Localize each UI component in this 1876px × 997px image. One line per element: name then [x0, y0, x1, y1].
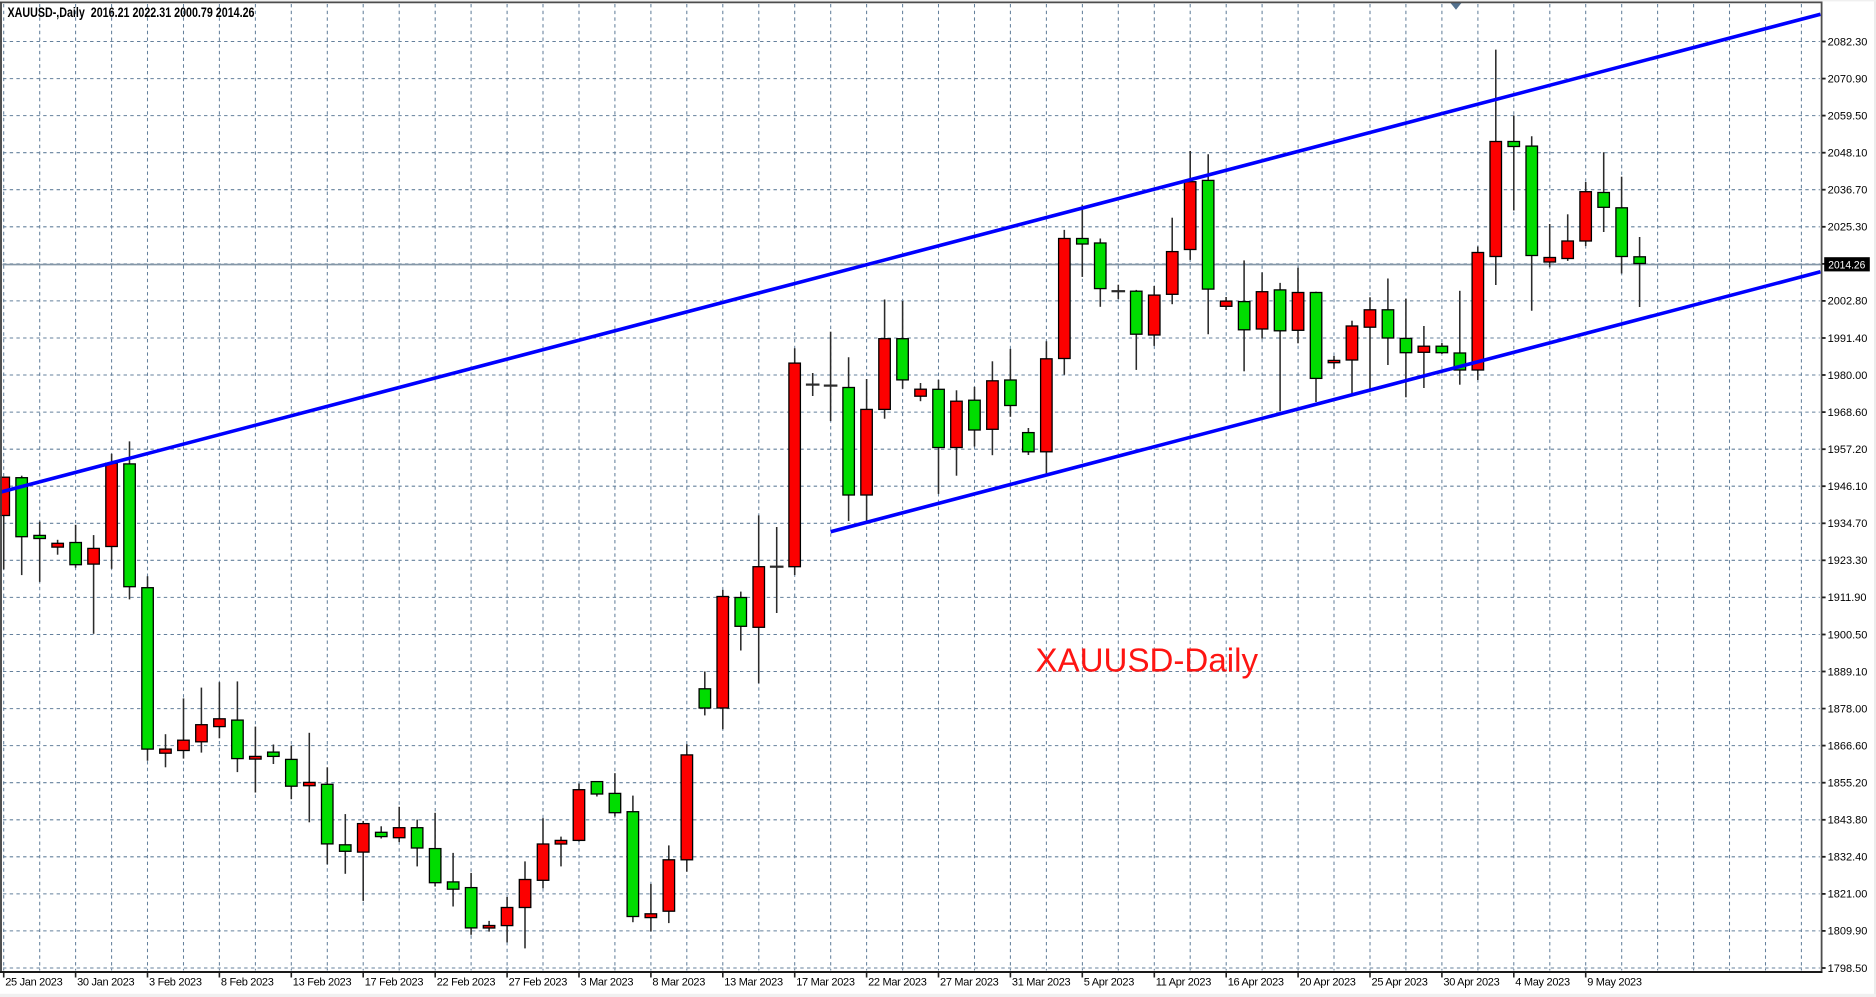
svg-text:2025.30: 2025.30	[1828, 222, 1868, 234]
svg-text:1957.20: 1957.20	[1828, 444, 1868, 456]
svg-text:17 Feb 2023: 17 Feb 2023	[365, 976, 424, 988]
svg-text:XAUUSD-,Daily 2016.21 2022.31: XAUUSD-,Daily 2016.21 2022.31 2000.79 20…	[8, 5, 255, 20]
svg-text:25 Jan 2023: 25 Jan 2023	[5, 976, 62, 988]
svg-text:1968.60: 1968.60	[1828, 407, 1868, 419]
svg-text:1911.90: 1911.90	[1828, 592, 1867, 604]
svg-text:2059.50: 2059.50	[1828, 110, 1868, 122]
svg-text:2002.80: 2002.80	[1828, 296, 1868, 308]
svg-text:27 Feb 2023: 27 Feb 2023	[509, 976, 568, 988]
svg-text:2048.10: 2048.10	[1828, 148, 1868, 160]
svg-text:1832.40: 1832.40	[1828, 852, 1868, 864]
svg-text:11 Apr 2023: 11 Apr 2023	[1156, 976, 1211, 988]
svg-text:1878.00: 1878.00	[1828, 703, 1868, 715]
svg-text:XAUUSD-Daily: XAUUSD-Daily	[1036, 643, 1259, 680]
svg-text:30 Apr 2023: 30 Apr 2023	[1443, 976, 1499, 988]
svg-text:2070.90: 2070.90	[1828, 73, 1868, 85]
svg-text:1855.20: 1855.20	[1828, 778, 1868, 790]
svg-text:1809.90: 1809.90	[1828, 926, 1868, 938]
svg-text:16 Apr 2023: 16 Apr 2023	[1228, 976, 1284, 988]
svg-text:22 Feb 2023: 22 Feb 2023	[437, 976, 496, 988]
svg-text:9 May 2023: 9 May 2023	[1587, 976, 1642, 988]
svg-text:3 Mar 2023: 3 Mar 2023	[581, 976, 634, 988]
svg-text:1934.70: 1934.70	[1828, 518, 1868, 530]
svg-text:1900.50: 1900.50	[1828, 629, 1868, 641]
svg-text:25 Apr 2023: 25 Apr 2023	[1372, 976, 1428, 988]
svg-text:22 Mar 2023: 22 Mar 2023	[868, 976, 927, 988]
svg-text:1821.00: 1821.00	[1828, 889, 1868, 901]
svg-text:1889.10: 1889.10	[1828, 666, 1868, 678]
svg-text:17 Mar 2023: 17 Mar 2023	[796, 976, 855, 988]
svg-text:31 Mar 2023: 31 Mar 2023	[1012, 976, 1071, 988]
svg-text:2082.30: 2082.30	[1828, 36, 1868, 48]
svg-text:1923.30: 1923.30	[1828, 555, 1868, 567]
svg-text:1991.40: 1991.40	[1828, 333, 1868, 345]
svg-text:1843.80: 1843.80	[1828, 815, 1868, 827]
svg-text:1798.50: 1798.50	[1828, 963, 1868, 975]
svg-text:5 Apr 2023: 5 Apr 2023	[1084, 976, 1134, 988]
svg-text:1866.60: 1866.60	[1828, 740, 1868, 752]
svg-text:13 Mar 2023: 13 Mar 2023	[724, 976, 783, 988]
svg-text:2036.70: 2036.70	[1828, 185, 1868, 197]
svg-text:8 Feb 2023: 8 Feb 2023	[221, 976, 274, 988]
svg-text:20 Apr 2023: 20 Apr 2023	[1300, 976, 1356, 988]
svg-text:4 May 2023: 4 May 2023	[1515, 976, 1570, 988]
svg-text:1980.00: 1980.00	[1828, 370, 1868, 382]
svg-text:2014.26: 2014.26	[1828, 259, 1865, 271]
svg-text:30 Jan 2023: 30 Jan 2023	[77, 976, 134, 988]
svg-text:8 Mar 2023: 8 Mar 2023	[652, 976, 705, 988]
svg-text:1946.10: 1946.10	[1828, 481, 1868, 493]
svg-text:13 Feb 2023: 13 Feb 2023	[293, 976, 352, 988]
svg-text:3 Feb 2023: 3 Feb 2023	[149, 976, 202, 988]
svg-text:27 Mar 2023: 27 Mar 2023	[940, 976, 999, 988]
